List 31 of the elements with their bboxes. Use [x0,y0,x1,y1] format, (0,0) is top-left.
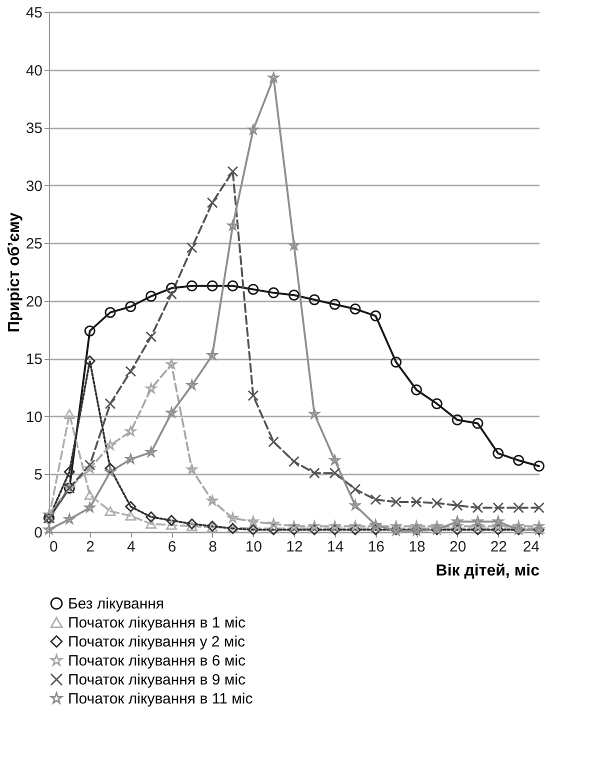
legend-label: Без лікування [68,596,164,612]
legend-label: Початок лікування в 9 міс [68,672,246,688]
x-tick-label: 8 [208,538,218,556]
x-tick-label: 24 [522,538,540,556]
legend-label: Початок лікування в 1 міс [68,614,246,632]
x-tick-label: 14 [326,538,344,556]
y-tick-label: 10 [26,408,42,426]
x-tick-label: 4 [126,538,136,556]
x-tick-label: 22 [490,538,508,556]
x-tick-label: 0 [50,538,58,556]
y-axis-title: Приріст об’єму [6,212,23,332]
y-tick-label: 20 [26,293,42,310]
y-tick-label: 15 [26,351,42,368]
x-tick-label: 18 [408,538,426,556]
x-tick-label: 10 [245,538,262,556]
legend-label: Початок лікування в 11 міс [68,690,254,708]
y-tick-label: 40 [26,62,42,80]
legend-label: Початок лікування в 6 міс [68,652,246,670]
x-tick-label: 16 [368,538,385,556]
y-tick-label: 5 [34,466,42,484]
x-tick-label: 6 [168,538,176,556]
y-tick-label: 35 [26,120,42,138]
x-tick-label: 20 [449,538,466,556]
x-tick-label: 12 [286,538,303,556]
y-tick-label: 30 [26,178,42,195]
y-tick-label: 45 [26,4,42,22]
y-tick-label: 25 [26,236,42,253]
x-axis-title: Вік дітей, міс [436,562,540,580]
legend-label: Початок лікування у 2 міс [68,634,246,650]
x-tick-label: 2 [86,538,95,556]
y-tick-label: 0 [34,524,42,542]
